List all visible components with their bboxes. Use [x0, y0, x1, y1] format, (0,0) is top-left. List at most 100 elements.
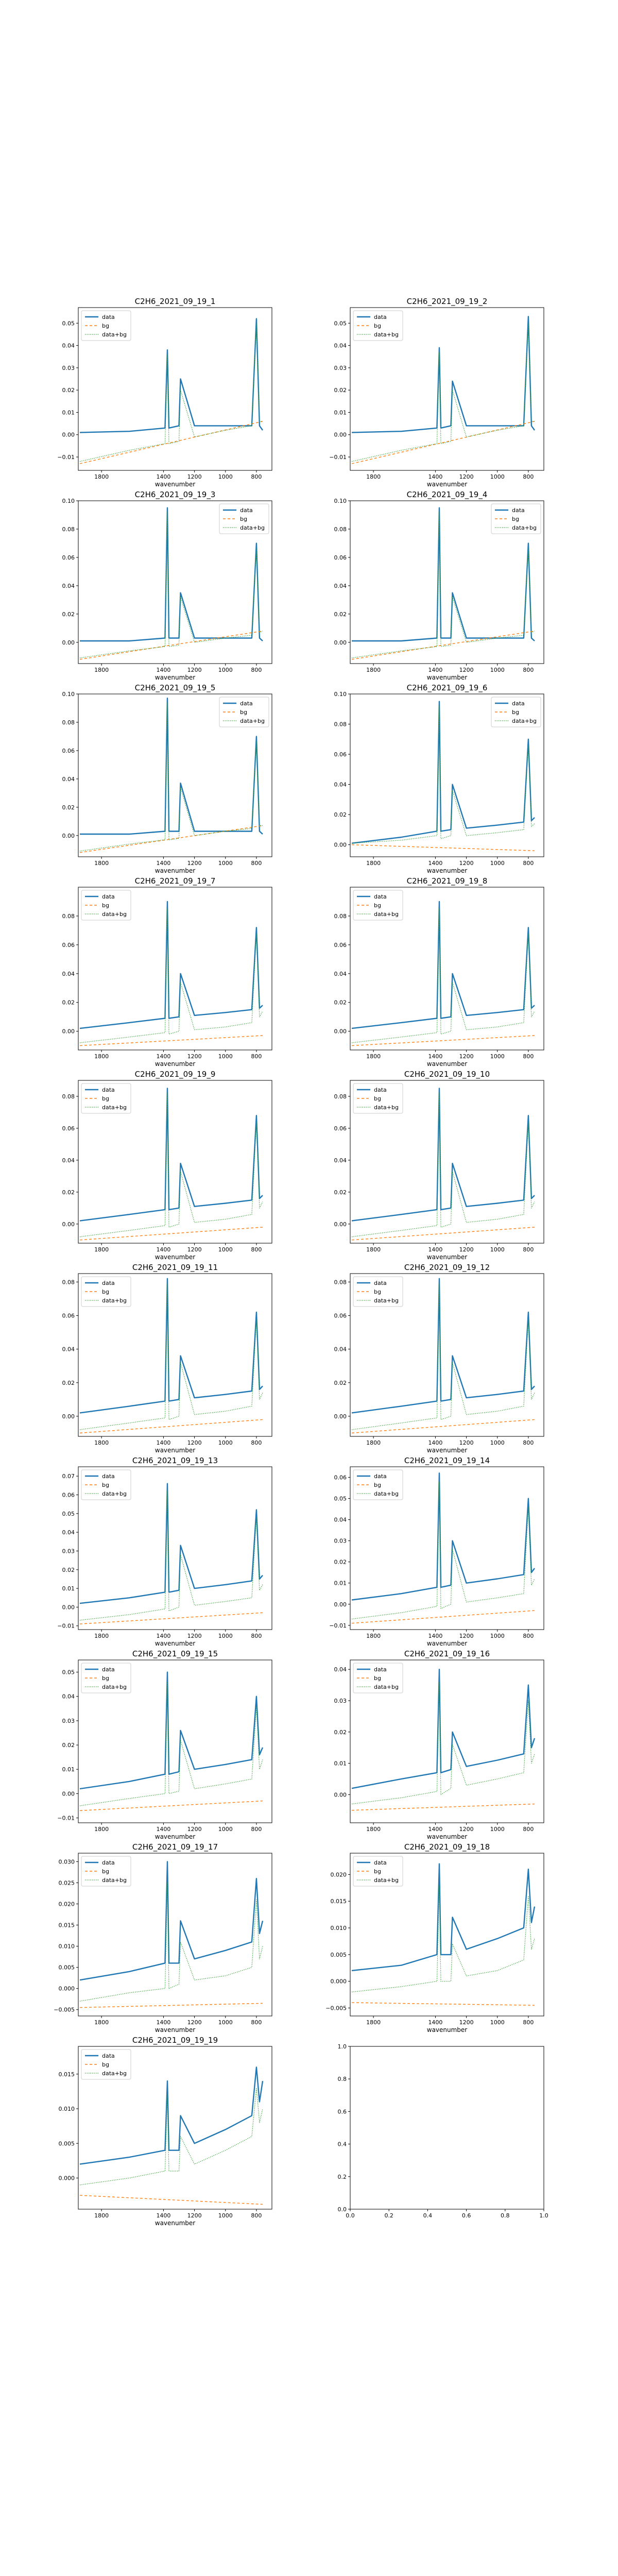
legend: data bg data+bg: [353, 1277, 403, 1307]
y-tick-label: 0.08: [334, 1279, 347, 1285]
legend-label: data+bg: [374, 1684, 399, 1690]
y-tick-label: 0.04: [62, 1693, 75, 1700]
legend-label: data+bg: [240, 524, 265, 531]
y-tick-label: 0.10: [62, 691, 75, 698]
x-tick-label: 1000: [490, 860, 505, 867]
y-tick-label: 0.08: [334, 721, 347, 728]
x-tick-label: 800: [251, 1053, 262, 1060]
x-tick-label: 1800: [94, 2212, 109, 2219]
subplot-title: C2H6_2021_09_19_3: [135, 490, 216, 500]
y-tick-label: 0.06: [62, 1125, 75, 1132]
y-tick-label: 0.00: [334, 1601, 347, 1608]
legend-label: bg: [374, 1482, 381, 1488]
x-tick-label: 800: [251, 860, 262, 867]
legend-label: bg: [374, 1868, 381, 1875]
subplot-title: C2H6_2021_09_19_11: [132, 1263, 218, 1273]
y-tick-label: 0.06: [62, 942, 75, 948]
y-tick-label: 0.06: [62, 1312, 75, 1319]
y-tick-label: 0.00: [62, 432, 75, 438]
legend-label: bg: [512, 709, 519, 716]
legend-label: bg: [374, 323, 381, 329]
x-tick-label: 1000: [490, 2019, 505, 2026]
x-tick-label: 800: [523, 2019, 534, 2026]
legend-label: data: [374, 1280, 387, 1286]
x-tick-label: 1400: [428, 1053, 442, 1060]
subplot-title: C2H6_2021_09_19_10: [404, 1070, 490, 1079]
legend-label: data: [102, 1666, 115, 1673]
y-tick-label: 0.08: [62, 1279, 75, 1285]
y-tick-label: 0.06: [62, 554, 75, 561]
x-axis-label: wavenumber: [155, 1640, 196, 1647]
x-tick-label: 1000: [218, 2212, 233, 2219]
x-tick-label: 1400: [428, 1246, 442, 1253]
legend-label: data: [102, 1859, 115, 1866]
subplot-title: C2H6_2021_09_19_6: [407, 683, 488, 693]
legend-label: bg: [374, 902, 381, 909]
x-tick-label: 800: [523, 1826, 534, 1833]
x-tick-label: 1200: [459, 1439, 474, 1446]
y-tick-label: 0.020: [331, 1871, 347, 1878]
subplot-title: C2H6_2021_09_19_8: [407, 876, 488, 886]
x-tick-label: 1400: [428, 1633, 442, 1639]
y-tick-label: 0.01: [62, 1766, 75, 1773]
legend-label: data: [374, 1473, 387, 1480]
y-tick-label: 0.06: [334, 1312, 347, 1319]
x-axis-label: wavenumber: [155, 2219, 196, 2227]
y-tick-label: 0.08: [62, 719, 75, 726]
x-tick-label: 1400: [156, 1633, 170, 1639]
x-tick-label: 0.0: [346, 2212, 355, 2219]
legend-label: data: [374, 893, 387, 900]
subplot-title: C2H6_2021_09_19_9: [135, 1070, 216, 1079]
y-tick-label: 0.05: [334, 1496, 347, 1502]
legend-label: data: [374, 1859, 387, 1866]
x-tick-label: 1800: [366, 1633, 381, 1639]
legend: data bg data+bg: [81, 311, 131, 341]
legend-label: data: [512, 507, 525, 514]
legend-label: data: [512, 700, 525, 707]
y-tick-label: 0.04: [62, 343, 75, 349]
y-tick-label: 0.08: [334, 1093, 347, 1100]
x-tick-label: 1000: [218, 1439, 233, 1446]
y-tick-label: 0.020: [59, 1901, 75, 1907]
legend: data bg data+bg: [353, 890, 403, 920]
legend-label: bg: [102, 1482, 109, 1488]
y-tick-label: 0.005: [59, 1964, 75, 1971]
y-tick-label: 0.01: [62, 409, 75, 416]
x-tick-label: 800: [523, 473, 534, 480]
legend-label: data: [102, 893, 115, 900]
x-tick-label: 1400: [156, 860, 170, 867]
x-tick-label: 1200: [459, 473, 474, 480]
y-tick-label: 0.000: [59, 2175, 75, 2181]
y-tick-label: 0.00: [62, 1604, 75, 1611]
x-tick-label: 1200: [187, 473, 202, 480]
y-tick-label: 0.030: [59, 1858, 75, 1865]
subplot-title: C2H6_2021_09_19_4: [407, 490, 488, 500]
x-tick-label: 800: [523, 1633, 534, 1639]
x-tick-label: 1400: [428, 667, 442, 673]
legend-label: bg: [102, 1289, 109, 1295]
y-tick-label: 0.00: [334, 842, 347, 849]
legend-label: data+bg: [374, 1490, 399, 1497]
legend: data bg data+bg: [81, 890, 131, 920]
legend-label: data: [374, 1666, 387, 1673]
legend: data bg data+bg: [81, 1856, 131, 1886]
x-tick-label: 1800: [366, 1826, 381, 1833]
y-tick-label: 0.04: [334, 583, 347, 589]
legend: data bg data+bg: [353, 1083, 403, 1113]
y-tick-label: 0.06: [334, 751, 347, 758]
legend-label: data+bg: [102, 1877, 127, 1884]
x-tick-label: 800: [251, 1439, 262, 1446]
y-tick-label: 0.025: [59, 1879, 75, 1886]
y-tick-label: 0.08: [62, 1093, 75, 1100]
y-tick-label: 0.08: [62, 913, 75, 920]
x-tick-label: 1400: [156, 473, 170, 480]
x-tick-label: 1400: [156, 1439, 170, 1446]
legend: data bg data+bg: [81, 1277, 131, 1307]
y-tick-label: 0.06: [334, 942, 347, 948]
subplot-title: C2H6_2021_09_19_15: [132, 1649, 218, 1659]
legend: data bg data+bg: [353, 1470, 403, 1500]
subplot-title: C2H6_2021_09_19_14: [404, 1456, 490, 1466]
y-tick-label: −0.01: [329, 454, 347, 461]
legend-label: data+bg: [374, 1877, 399, 1884]
x-tick-label: 1200: [187, 1633, 202, 1639]
